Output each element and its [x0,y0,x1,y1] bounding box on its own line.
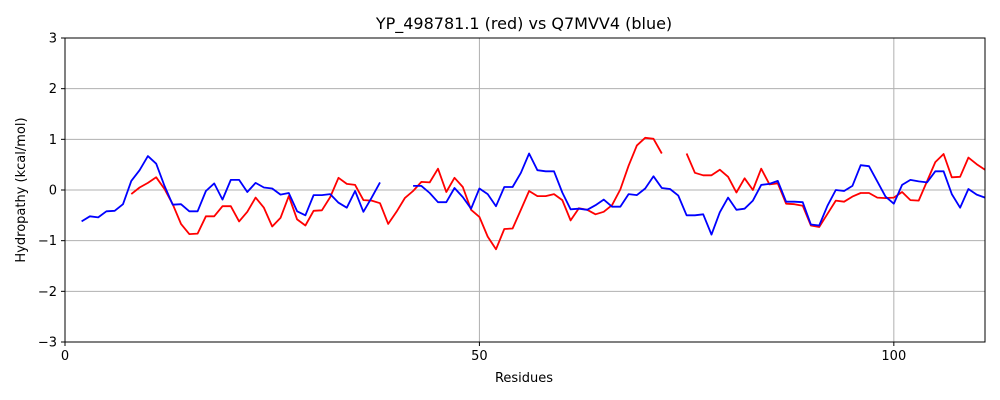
y-tick-label: −1 [38,234,57,249]
x-tick-label: 0 [61,349,69,364]
y-tick-label: 0 [49,184,57,199]
y-tick-label: 3 [49,32,57,47]
series-line-1 [685,153,986,228]
plot-series [81,136,986,251]
x-tick-label: 50 [471,349,488,364]
x-tick-label: 100 [881,349,906,364]
series-line-2 [81,155,381,223]
y-tick-label: 1 [49,133,57,148]
x-axis-ticks: 0 50 100 [61,342,906,364]
y-tick-label: −2 [38,285,57,300]
y-axis-label: Hydropathy (kcal/mol) [14,117,29,262]
series-line-2 [413,152,986,236]
chart-title: YP_498781.1 (red) vs Q7MVV4 (blue) [375,14,672,34]
x-axis-label: Residues [495,371,553,386]
series-line-1 [130,136,663,251]
y-tick-label: −3 [38,336,57,351]
y-axis-ticks: −3 −2 −1 0 1 2 3 [38,32,65,351]
y-tick-label: 2 [49,82,57,97]
